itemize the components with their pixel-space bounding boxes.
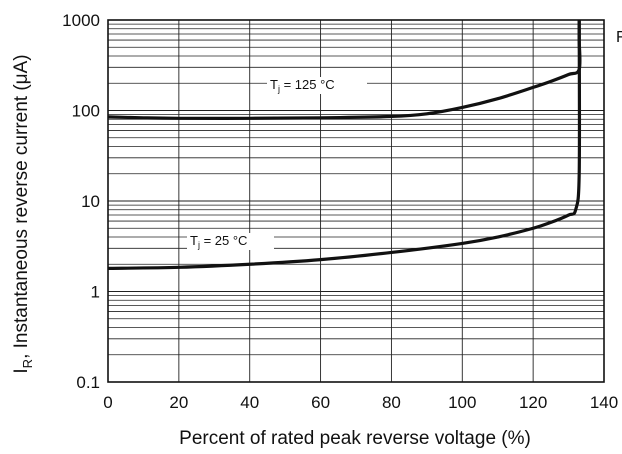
x-tick-label: 80: [382, 393, 401, 412]
y-tick-labels: 0.1 1 10 100 1000: [62, 11, 100, 392]
series-layer: [107, 19, 582, 270]
x-tick-label: 0: [103, 393, 112, 412]
y-tick-label: 1: [91, 283, 100, 302]
series-label-background: [267, 77, 367, 94]
cropped-edge-text: F: [616, 29, 622, 46]
y-tick-label: 10: [81, 192, 100, 211]
x-tick-label: 140: [590, 393, 618, 412]
y-axis-title: IR, Instantaneous reverse current (μA): [11, 54, 35, 373]
y-axis-title-symbol: I: [11, 368, 32, 373]
series-line-0: [107, 20, 582, 120]
y-axis-title-subscript: R: [20, 359, 35, 368]
y-axis-title-rest: , Instantaneous reverse current (μA): [11, 54, 32, 359]
x-tick-labels: 0 20 40 60 80 100 120 140: [103, 393, 618, 412]
series-line-1: [107, 19, 582, 270]
x-tick-label: 120: [519, 393, 547, 412]
x-axis-title: Percent of rated peak reverse voltage (%…: [179, 428, 531, 449]
x-tick-label: 60: [311, 393, 330, 412]
y-tick-label: 0.1: [76, 373, 100, 392]
series-annotations: Tj = 125 °C Tj = 25 °C: [187, 77, 367, 250]
grid-layer: [108, 20, 604, 382]
series-label-1: Tj = 25 °C: [190, 233, 247, 250]
y-tick-label: 100: [72, 102, 100, 121]
x-tick-label: 40: [240, 393, 259, 412]
x-tick-label: 100: [448, 393, 476, 412]
series-label-background: [187, 233, 274, 250]
plot-frame: [107, 19, 605, 383]
series-label-0: Tj = 125 °C: [270, 77, 335, 94]
x-tick-label: 20: [169, 393, 188, 412]
y-tick-label: 1000: [62, 11, 100, 30]
